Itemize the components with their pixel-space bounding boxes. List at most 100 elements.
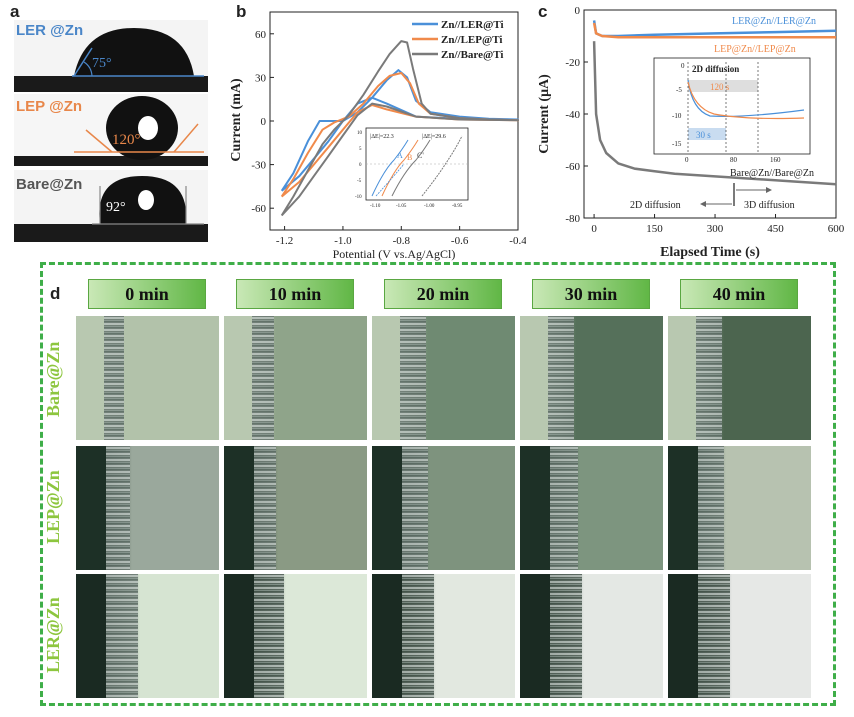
ca-xtick-label: 450 <box>767 223 784 235</box>
micrograph-bare-zn-10-min <box>224 316 367 440</box>
zinc-electrode-strip <box>402 574 434 698</box>
ca-ytick-label: -40 <box>565 109 580 121</box>
ca-3d-label: 3D diffusion <box>744 200 795 211</box>
zinc-electrode-strip <box>696 316 722 440</box>
cv-xtick-label: -1.2 <box>276 235 293 247</box>
contact-angle-ler: LER @Zn 75° <box>14 20 208 92</box>
zinc-electrode-strip <box>548 316 574 440</box>
ca-inset-yt2: -10 <box>672 112 682 120</box>
panel-letter-c: c <box>538 2 548 21</box>
micrograph-ler-zn-10-min <box>224 574 367 698</box>
inset-b-yt4: -10 <box>355 195 362 200</box>
ca-inset-30s: 30 s <box>696 130 711 140</box>
ca-inset: 2D diffusion 120 s 30 s 0 80 160 0 -5 -1… <box>653 57 811 164</box>
bare-angle: 92° <box>106 200 126 215</box>
ca-xtick-label: 600 <box>828 223 845 235</box>
inset-b-A: A <box>397 151 403 160</box>
droplet-ler-svg <box>14 28 208 92</box>
zinc-electrode-strip <box>254 574 284 698</box>
micrograph-lep-zn-10-min <box>224 446 367 570</box>
ca-ytick-label: -80 <box>565 213 580 225</box>
micrograph-bare-zn-20-min <box>372 316 515 440</box>
inset-b-yt0: 10 <box>357 131 363 136</box>
bare-zn-label: Bare@Zn <box>16 176 83 193</box>
inset-b-yt3: -5 <box>357 179 362 184</box>
micrograph-lep-zn-30-min <box>520 446 663 570</box>
inset-b-delta2: |ΔE|=29.6 <box>422 134 446 140</box>
ca-series-1 <box>592 22 836 39</box>
inset-b-delta1: |ΔE|=22.3 <box>370 134 394 140</box>
cv-xlabel: Potential (V vs.Ag/AgCl) <box>333 247 456 261</box>
inset-b-xt1: -1.05 <box>396 204 407 209</box>
inset-b-xt0: -1.10 <box>370 204 381 209</box>
cv-ytick-label: -60 <box>251 203 266 215</box>
panel-letter-a: a <box>10 2 20 21</box>
ler-angle: 75° <box>92 56 112 71</box>
cv-inset: |ΔE|=22.3 |ΔE|=29.6 A B C' -1.10 -1.05 -… <box>355 127 469 209</box>
zinc-electrode-strip <box>698 574 730 698</box>
cv-ytick-label: 60 <box>255 29 267 41</box>
cv-legend-ler: Zn//LER@Ti <box>441 19 504 31</box>
micrograph-bare-zn-40-min <box>668 316 811 440</box>
ca-inset-title: 2D diffusion <box>692 64 739 74</box>
cv-series-2 <box>280 40 519 217</box>
zinc-electrode-strip <box>252 316 274 440</box>
droplet-lep-svg <box>14 96 208 166</box>
ca-inset-xt2: 160 <box>770 156 781 164</box>
ca-series-2 <box>592 41 837 186</box>
panel-letter-b: b <box>236 2 247 21</box>
cv-xtick-label: -1.0 <box>334 235 352 247</box>
contact-angle-bare: Bare@Zn 92° <box>14 170 208 242</box>
cv-ylabel: Current (mA) <box>229 78 244 162</box>
ca-legend-bare: Bare@Zn//Bare@Zn <box>730 168 814 179</box>
time-header-0: 0 min <box>88 279 206 309</box>
ca-inset-120s: 120 s <box>710 82 730 92</box>
micrograph-ler-zn-0-min <box>76 574 219 698</box>
zinc-electrode-strip <box>254 446 276 570</box>
inset-b-yt2: 0 <box>359 163 362 168</box>
ca-xtick-label: 300 <box>707 223 724 235</box>
ca-ytick-label: 0 <box>575 5 581 17</box>
zinc-electrode-strip <box>106 574 138 698</box>
ca-inset-yt3: -15 <box>672 140 682 148</box>
inset-b-yt1: 5 <box>359 147 362 152</box>
ca-legend-lep: LEP@Zn//LEP@Zn <box>714 44 796 55</box>
zinc-electrode-strip <box>550 574 582 698</box>
micrograph-ler-zn-30-min <box>520 574 663 698</box>
cv-xtick-label: -0.6 <box>451 235 469 247</box>
cv-xtick-label: -0.8 <box>393 235 411 247</box>
time-header-20: 20 min <box>384 279 502 309</box>
cv-chart: -1.2 -1.0 -0.8 -0.6 -0.4 60 30 0 -30 -60 Current … <box>229 11 526 261</box>
ler-zn-label: LER @Zn <box>16 22 84 39</box>
lep-angle: 120° <box>112 132 141 148</box>
ca-inset-yt1: -5 <box>676 86 682 94</box>
panel-letter-d: d <box>50 284 61 303</box>
zinc-electrode-strip <box>400 316 426 440</box>
ca-xlabel: Elapsed Time (s) <box>660 245 760 260</box>
lep-zn-label: LEP @Zn <box>16 98 83 115</box>
micrograph-lep-zn-40-min <box>668 446 811 570</box>
ca-ylabel: Current (μA) <box>537 74 552 154</box>
row-label-bare: Bare@Zn <box>43 341 63 417</box>
contact-angle-lep: LEP @Zn 120° <box>14 94 208 166</box>
ca-legend-ler: LER@Zn//LER@Zn <box>732 16 816 27</box>
droplet-bare-svg <box>14 176 208 242</box>
ca-inset-xt1: 80 <box>730 156 738 164</box>
inset-b-C: C' <box>417 151 424 160</box>
ca-inset-xt0: 0 <box>685 156 689 164</box>
zinc-electrode-strip <box>698 446 724 570</box>
cv-legend: Zn//LER@Ti Zn//LEP@Ti Zn//Bare@Ti <box>412 19 504 61</box>
ca-2d-label: 2D diffusion <box>630 200 681 211</box>
inset-b-B: B <box>407 153 412 162</box>
inset-b-xt3: -0.95 <box>452 204 463 209</box>
ca-xtick-label: 150 <box>646 223 663 235</box>
cv-ytick-label: -30 <box>251 160 266 172</box>
cv-legend-lep: Zn//LEP@Ti <box>441 34 502 46</box>
time-header-30: 30 min <box>532 279 650 309</box>
time-header-40: 40 min <box>680 279 798 309</box>
micrograph-ler-zn-40-min <box>668 574 811 698</box>
inset-b-xt2: -1.00 <box>424 204 435 209</box>
cv-ytick-label: 0 <box>261 116 267 128</box>
cv-legend-bare: Zn//Bare@Ti <box>441 49 503 61</box>
